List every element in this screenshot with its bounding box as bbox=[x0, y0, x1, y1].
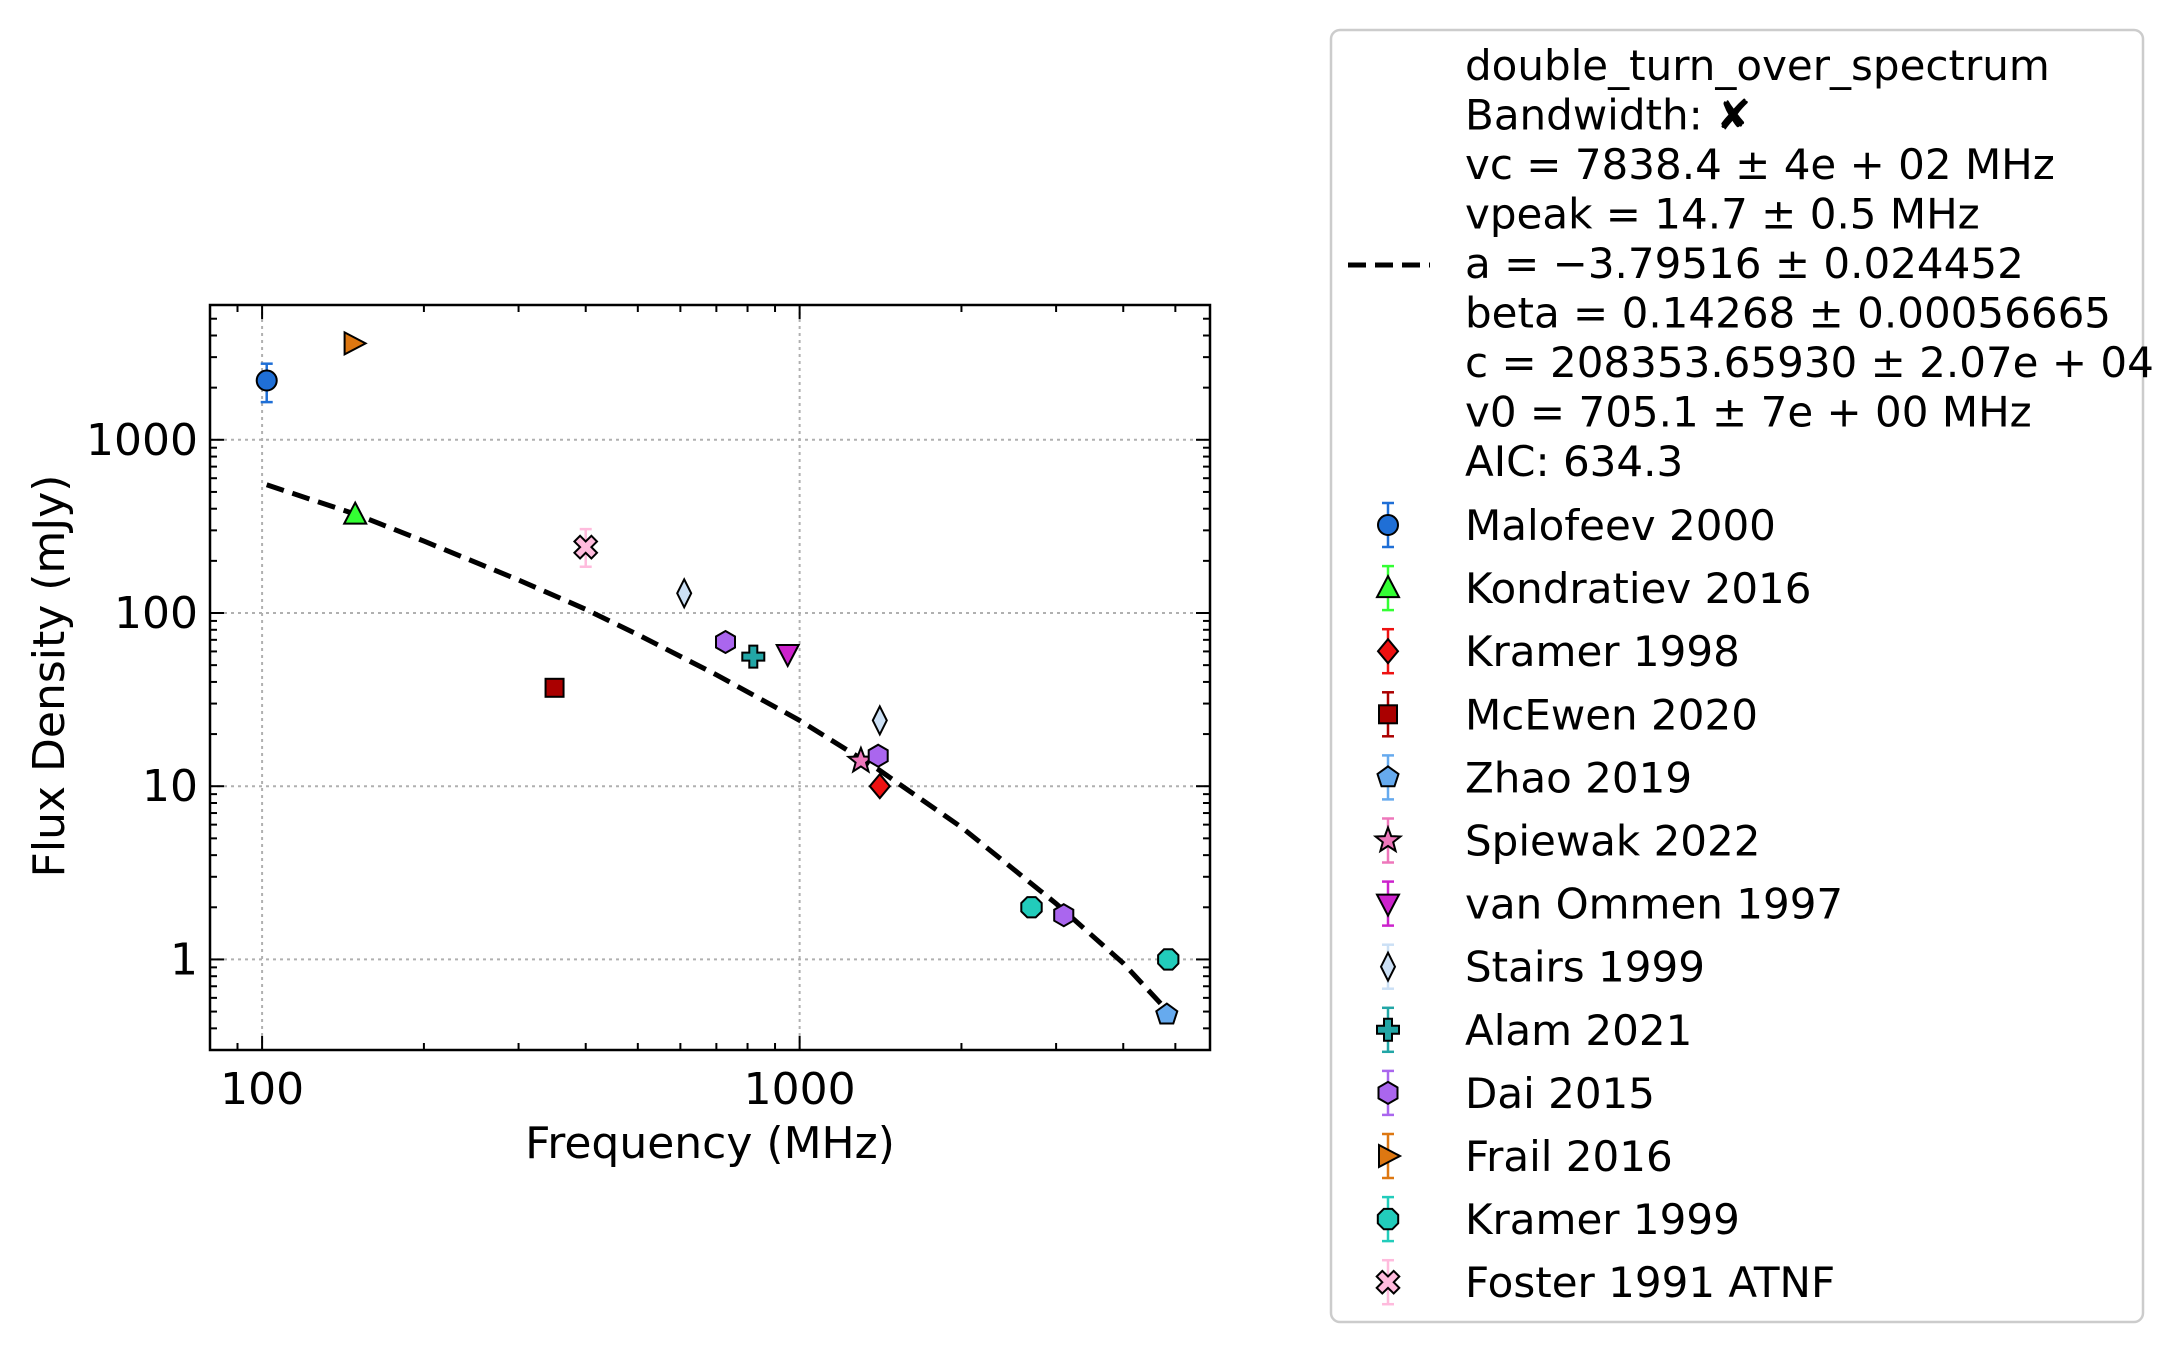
legend-fit-text: Bandwidth: ✘ bbox=[1465, 91, 1751, 140]
data-point bbox=[572, 534, 599, 560]
axis-ticks bbox=[209, 304, 1210, 1051]
legend-label: Zhao 2019 bbox=[1465, 753, 1692, 802]
legend-marker bbox=[1376, 765, 1400, 788]
legend-marker bbox=[1379, 950, 1397, 983]
legend-marker bbox=[1375, 893, 1401, 918]
legend-fit-text: c = 208353.65930 ± 2.07e + 04 bbox=[1465, 338, 2154, 387]
data-point bbox=[868, 772, 892, 800]
data-point bbox=[544, 677, 565, 698]
legend-fit-text: double_turn_over_spectrum bbox=[1465, 41, 2050, 90]
data-point bbox=[871, 704, 888, 737]
y-axis-label: Flux Density (mJy) bbox=[24, 475, 75, 878]
legend-marker bbox=[1377, 514, 1399, 536]
legend-label: Dai 2015 bbox=[1465, 1069, 1655, 1118]
legend-fit-text: a = −3.79516 ± 0.024452 bbox=[1465, 239, 2024, 288]
legend-label: van Ommen 1997 bbox=[1465, 880, 1843, 929]
data-point bbox=[1053, 903, 1075, 928]
legend-entries: Malofeev 2000 Kondratiev 2016 Kramer 1998 M… bbox=[1372, 501, 1843, 1307]
tick-labels: 100 1000 1 10 100 1000 bbox=[86, 415, 856, 1115]
legend-label: Malofeev 2000 bbox=[1465, 501, 1776, 550]
y-tick-label: 100 bbox=[114, 588, 198, 639]
data-point bbox=[1157, 948, 1180, 971]
data-point bbox=[343, 330, 368, 357]
x-tick-label: 100 bbox=[220, 1064, 304, 1115]
legend-label: Kramer 1998 bbox=[1465, 627, 1740, 676]
data-point bbox=[1020, 896, 1043, 919]
legend-marker bbox=[1376, 1207, 1400, 1231]
legend-marker bbox=[1375, 573, 1401, 599]
legend-marker bbox=[1376, 637, 1400, 665]
legend-label: Spiewak 2022 bbox=[1465, 817, 1760, 866]
legend-box bbox=[1329, 28, 2145, 1324]
legend-label: Kondratiev 2016 bbox=[1465, 564, 1812, 613]
plot-frame bbox=[208, 303, 1212, 1052]
legend-fit-text: vc = 7838.4 ± 4e + 02 MHz bbox=[1465, 140, 2055, 189]
data-point bbox=[676, 577, 693, 610]
fit-curve bbox=[265, 482, 1171, 1014]
legend-label: McEwen 2020 bbox=[1465, 690, 1758, 739]
y-tick-label: 10 bbox=[142, 761, 198, 812]
legend-label: Stairs 1999 bbox=[1465, 943, 1705, 992]
legend-marker bbox=[1378, 1143, 1403, 1169]
x-axis-label: Frequency (MHz) bbox=[525, 1118, 895, 1169]
legend-fit-text: v0 = 705.1 ± 7e + 00 MHz bbox=[1465, 388, 2032, 437]
data-point bbox=[867, 743, 889, 768]
legend-label: Frail 2016 bbox=[1465, 1132, 1673, 1181]
data-point bbox=[1155, 1002, 1179, 1025]
y-tick-label: 1 bbox=[170, 934, 198, 985]
legend-label: Alam 2021 bbox=[1465, 1006, 1692, 1055]
data-point bbox=[741, 644, 766, 669]
legend-label: Foster 1991 ATNF bbox=[1465, 1258, 1835, 1307]
x-tick-label: 1000 bbox=[744, 1064, 856, 1115]
y-tick-label: 1000 bbox=[86, 415, 198, 466]
legend-fit-text: AIC: 634.3 bbox=[1465, 437, 1683, 486]
legend-marker bbox=[1376, 1017, 1400, 1042]
data-point bbox=[715, 629, 736, 655]
data-point bbox=[342, 500, 368, 525]
data-points bbox=[255, 330, 1180, 1025]
data-point bbox=[775, 644, 801, 669]
legend-marker bbox=[1377, 1080, 1399, 1106]
legend-label: Kramer 1999 bbox=[1465, 1195, 1740, 1244]
legend-marker bbox=[1378, 704, 1398, 725]
legend-marker bbox=[1372, 824, 1404, 854]
data-point bbox=[255, 369, 278, 392]
legend-marker bbox=[1375, 1269, 1401, 1295]
grid bbox=[210, 305, 1210, 1050]
legend-fit-text: beta = 0.14268 ± 0.00056665 bbox=[1465, 289, 2111, 338]
fit-curve-line bbox=[265, 482, 1171, 1014]
legend-fit-text: vpeak = 14.7 ± 0.5 MHz bbox=[1465, 190, 1980, 239]
